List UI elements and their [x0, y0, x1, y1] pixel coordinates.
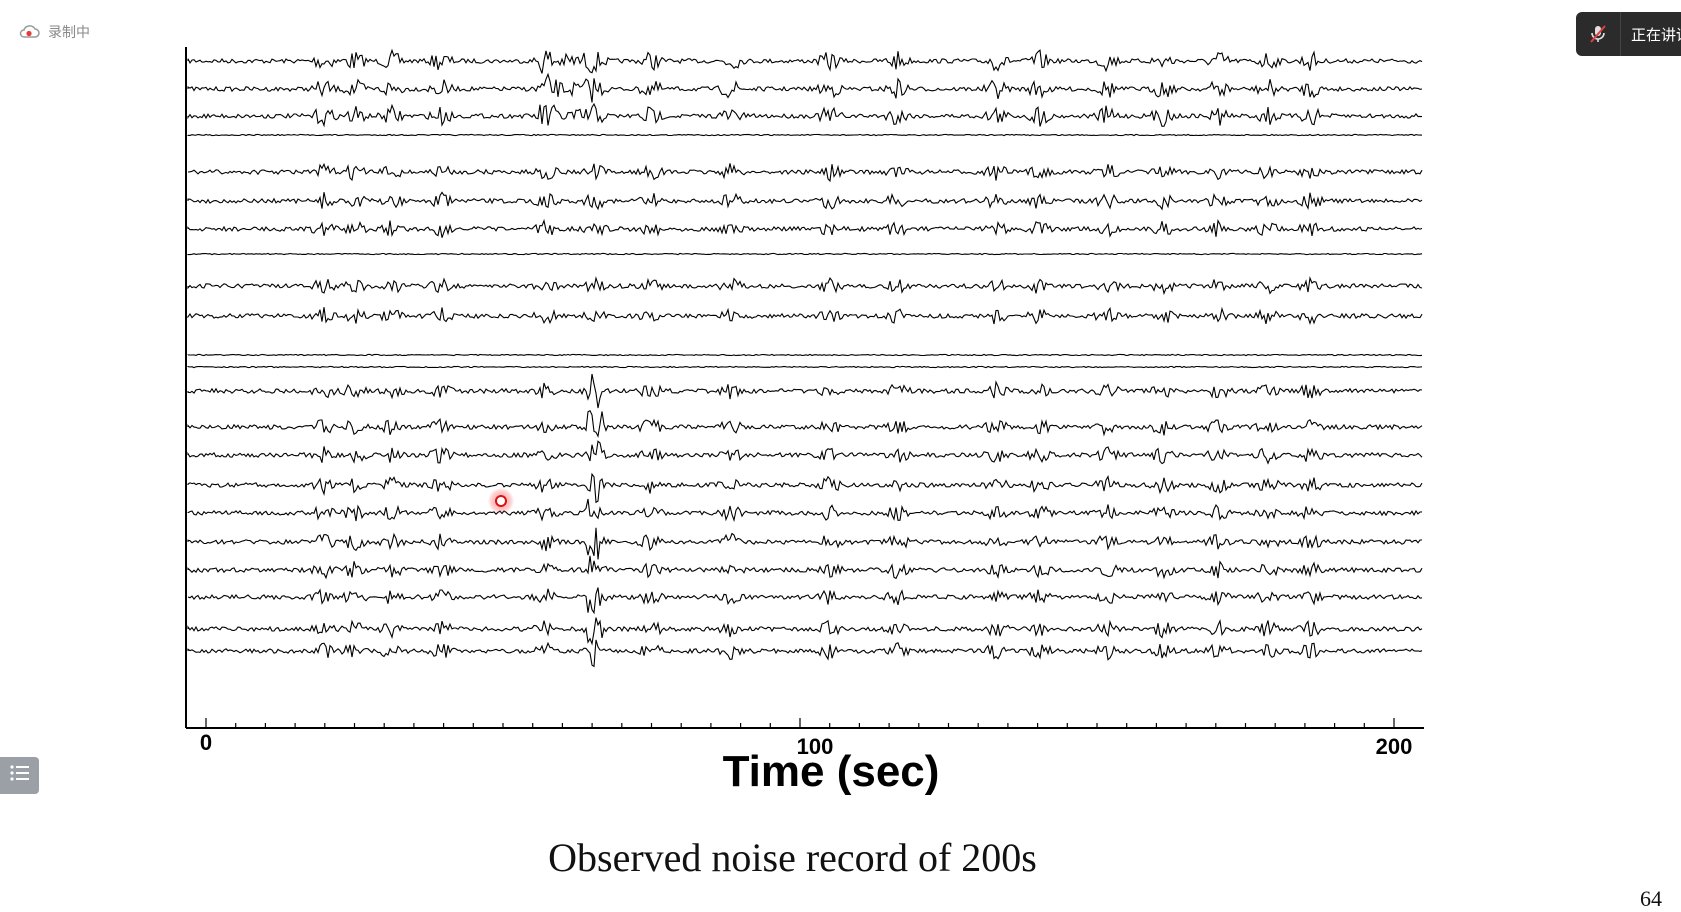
seismic-trace [187, 527, 1422, 560]
x-tick-label-0: 0 [200, 730, 212, 755]
x-tick-label-100: 100 [797, 734, 834, 759]
seismic-trace [187, 218, 1423, 238]
speaking-label: 正在讲话 [1631, 25, 1681, 44]
page-number: 64 [1640, 886, 1662, 911]
list-menu-icon [9, 764, 31, 787]
seismic-trace [187, 440, 1423, 465]
seismic-trace [187, 555, 1423, 580]
side-menu-button[interactable] [0, 757, 39, 794]
seismic-trace [187, 276, 1423, 296]
seismic-trace [187, 306, 1423, 326]
laser-pointer [488, 488, 514, 514]
x-tick-label-200: 200 [1376, 734, 1413, 759]
trace-group [187, 48, 1423, 668]
seismic-trace [187, 353, 1423, 357]
seismic-trace [187, 162, 1423, 183]
seismic-trace [187, 639, 1423, 668]
seismic-trace [187, 133, 1422, 137]
tick-group [205, 718, 1395, 728]
seismic-trace [187, 365, 1423, 369]
mic-muted-icon[interactable] [1576, 12, 1621, 56]
seismic-trace [187, 72, 1423, 103]
recording-label: 录制中 [48, 25, 90, 41]
seismic-trace [187, 191, 1423, 211]
seismic-trace [187, 587, 1423, 615]
seismic-trace [187, 252, 1423, 256]
seismic-trace [187, 409, 1423, 438]
slide-caption: Observed noise record of 200s [548, 835, 1037, 880]
seismic-trace [187, 617, 1423, 646]
seismic-trace [187, 102, 1423, 128]
seismic-trace [187, 373, 1423, 409]
speaking-status[interactable]: 正在讲话 [1576, 12, 1681, 56]
seismic-trace [187, 48, 1423, 74]
cloud-record-icon [18, 24, 40, 40]
seismic-trace [187, 472, 1423, 504]
seismic-trace [187, 498, 1423, 523]
x-axis-title: Time (sec) [723, 747, 940, 796]
recording-indicator: 录制中 [18, 22, 90, 42]
